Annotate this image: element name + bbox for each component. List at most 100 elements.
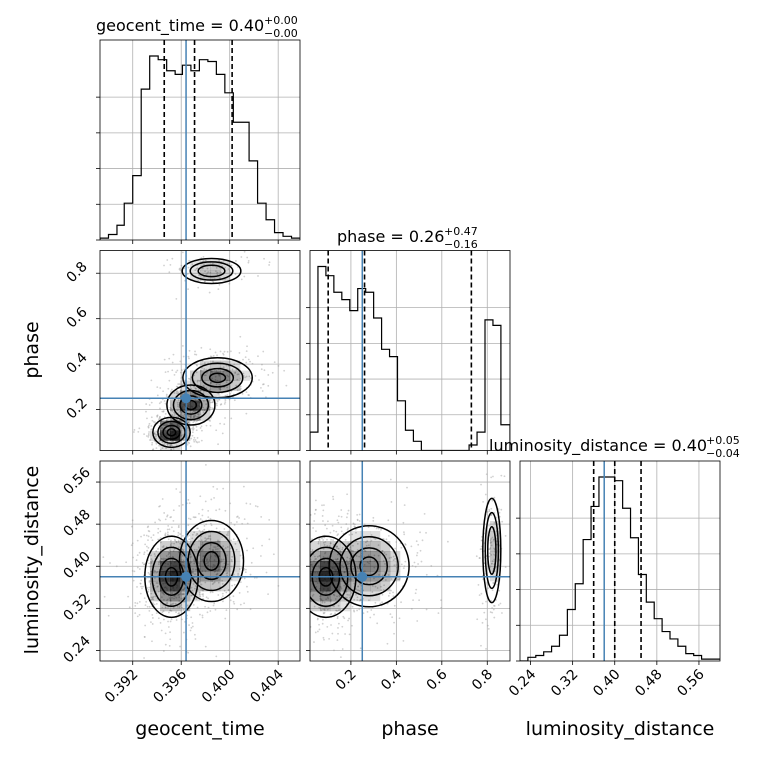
sample-point bbox=[180, 606, 183, 609]
x-tick-label: 0.6 bbox=[424, 666, 451, 693]
sample-point bbox=[328, 638, 331, 640]
density-cell bbox=[330, 581, 341, 592]
sample-point bbox=[485, 648, 487, 650]
density-cell bbox=[220, 541, 231, 552]
sample-point bbox=[144, 604, 147, 606]
density-cell bbox=[370, 541, 381, 552]
sample-point bbox=[150, 621, 152, 624]
sample-point bbox=[170, 542, 173, 545]
sample-point bbox=[402, 639, 405, 642]
y-tick-label: 0.2 bbox=[64, 395, 91, 422]
density-cell bbox=[210, 360, 221, 371]
sample-point bbox=[207, 537, 209, 540]
sample-point bbox=[414, 592, 417, 595]
sample-point bbox=[225, 554, 228, 557]
sample-point bbox=[291, 597, 293, 599]
sample-point bbox=[194, 269, 197, 272]
sample-point bbox=[240, 256, 243, 258]
sample-point bbox=[223, 528, 226, 530]
sample-point bbox=[148, 605, 151, 608]
sample-point bbox=[195, 425, 198, 428]
sample-point bbox=[341, 648, 344, 650]
sample-point bbox=[336, 545, 339, 548]
sample-point bbox=[226, 386, 229, 389]
sample-point bbox=[175, 371, 178, 374]
sample-point bbox=[387, 534, 390, 537]
sample-point bbox=[194, 516, 197, 519]
sample-point bbox=[165, 555, 168, 557]
sample-point bbox=[337, 627, 339, 629]
sample-point bbox=[169, 598, 172, 601]
contours bbox=[152, 257, 253, 449]
sample-point bbox=[245, 361, 248, 364]
sample-point bbox=[281, 609, 283, 611]
sample-point bbox=[324, 552, 326, 555]
sample-point bbox=[145, 600, 148, 603]
sample-point bbox=[425, 573, 428, 576]
density-cell bbox=[150, 430, 161, 441]
sample-point bbox=[336, 553, 339, 556]
sample-point bbox=[188, 357, 190, 360]
density-cell bbox=[170, 591, 181, 602]
sample-point bbox=[437, 612, 440, 615]
panel-frame bbox=[309, 460, 511, 662]
sample-point bbox=[363, 563, 366, 566]
sample-point bbox=[171, 257, 174, 260]
sample-point bbox=[389, 613, 392, 616]
sample-point bbox=[181, 554, 184, 557]
sample-point bbox=[198, 529, 201, 532]
sample-point bbox=[218, 530, 221, 533]
sample-point bbox=[347, 619, 350, 622]
sample-point bbox=[243, 275, 246, 278]
sample-point bbox=[227, 530, 230, 533]
sample-point bbox=[169, 631, 171, 634]
sample-point bbox=[377, 554, 380, 557]
title-geocent-time: geocent_time = 0.40 +0.00 −0.00 bbox=[96, 14, 298, 40]
sample-point bbox=[226, 394, 229, 396]
sample-point bbox=[317, 630, 319, 633]
sample-point bbox=[210, 543, 212, 546]
sample-point bbox=[218, 283, 221, 286]
sample-point bbox=[156, 415, 159, 418]
sample-point bbox=[167, 620, 169, 623]
density-cell bbox=[170, 581, 181, 592]
sample-point bbox=[163, 443, 165, 446]
sample-point bbox=[414, 565, 417, 568]
sample-point bbox=[176, 390, 178, 393]
sample-point bbox=[306, 574, 308, 576]
sample-point bbox=[314, 509, 317, 511]
sample-point bbox=[358, 583, 361, 585]
sample-point bbox=[165, 422, 168, 425]
sample-point bbox=[493, 604, 495, 607]
sample-point bbox=[243, 250, 246, 253]
sample-point bbox=[267, 557, 269, 559]
sample-point bbox=[411, 564, 414, 567]
sample-point bbox=[403, 504, 406, 507]
sample-point bbox=[160, 629, 163, 632]
sample-point bbox=[326, 538, 328, 541]
sample-point bbox=[179, 592, 182, 595]
sample-point bbox=[170, 609, 173, 612]
sample-point bbox=[171, 555, 174, 558]
sample-point bbox=[208, 291, 211, 294]
sample-point bbox=[328, 545, 331, 548]
sample-point bbox=[359, 647, 362, 650]
sample-point bbox=[336, 610, 338, 612]
sample-point bbox=[171, 361, 174, 364]
sample-point bbox=[492, 475, 494, 478]
density-cell bbox=[330, 551, 341, 562]
sample-point bbox=[231, 555, 234, 558]
sample-point bbox=[169, 599, 172, 602]
sample-point bbox=[192, 603, 195, 606]
sample-point bbox=[199, 454, 201, 456]
sample-point bbox=[493, 616, 496, 619]
sample-point bbox=[324, 524, 327, 527]
sample-point bbox=[336, 545, 338, 548]
sample-point bbox=[240, 278, 243, 281]
sample-point bbox=[260, 555, 262, 557]
sample-point bbox=[168, 552, 171, 554]
sample-point bbox=[227, 534, 229, 536]
density-cell bbox=[350, 591, 361, 602]
sample-point bbox=[477, 583, 480, 586]
sample-point bbox=[192, 426, 195, 429]
